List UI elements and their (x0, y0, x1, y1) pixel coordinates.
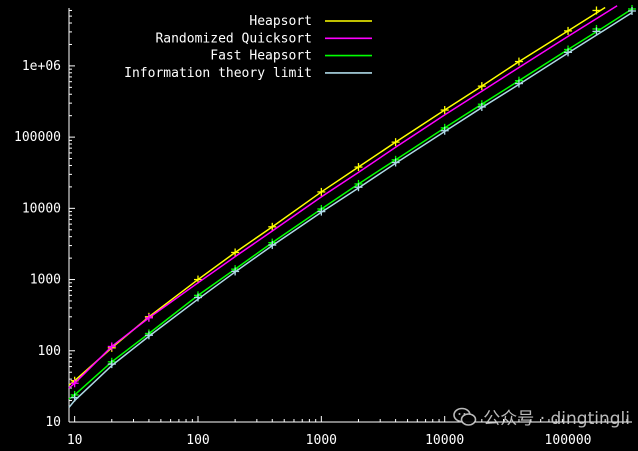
data-point (354, 163, 363, 172)
x-tick-label: 100000 (545, 433, 592, 448)
data-point (440, 126, 449, 135)
data-point (70, 393, 79, 402)
series-line (68, 11, 633, 408)
data-point (440, 106, 449, 115)
y-tick-label: 10 (45, 415, 61, 430)
y-tick-label: 100 (38, 344, 61, 359)
data-point (477, 102, 486, 111)
data-point (354, 183, 363, 192)
legend-label: Randomized Quicksort (155, 31, 312, 46)
data-point (193, 293, 202, 302)
wechat-icon (453, 407, 477, 426)
data-point (592, 27, 601, 36)
data-point (564, 26, 573, 35)
watermark-text: 公众号 · dingtingli (483, 409, 630, 429)
y-tick-label: 1000 (30, 273, 61, 288)
x-tick-label: 10000 (425, 433, 464, 448)
data-point (391, 158, 400, 167)
data-point (477, 82, 486, 91)
series-2 (68, 5, 618, 389)
data-point (231, 267, 240, 276)
series-layer (68, 4, 636, 408)
data-point (514, 57, 523, 66)
y-tick-label: 1e+06 (22, 59, 61, 74)
data-point (514, 79, 523, 88)
legend-label: Heapsort (249, 14, 312, 29)
series-line (68, 5, 618, 389)
data-point (107, 342, 116, 351)
data-point (268, 241, 277, 250)
data-point (144, 331, 153, 340)
data-point (107, 360, 116, 369)
axes: 10 100 1000 10000 100000 1e+06 10 100 1000 10000 1… (14, 8, 632, 448)
legend-label: Information theory limit (124, 66, 312, 81)
legend-label: Fast Heapsort (210, 49, 312, 64)
series-4 (68, 6, 636, 408)
y-tick-label: 100000 (14, 130, 61, 145)
x-tick-label: 10 (67, 433, 83, 448)
series-line (68, 8, 633, 400)
data-point (231, 248, 240, 257)
data-point (391, 138, 400, 147)
data-point (70, 379, 79, 388)
x-tick-label: 100 (186, 433, 209, 448)
legend: Heapsort Randomized Quicksort Fast Heapsor… (124, 14, 372, 81)
watermark: 公众号 · dingtingli (453, 404, 630, 429)
data-point (564, 48, 573, 57)
x-tick-label: 1000 (306, 433, 337, 448)
data-point (268, 222, 277, 231)
data-point (317, 187, 326, 196)
data-point (144, 313, 153, 322)
data-point (317, 207, 326, 216)
data-point (628, 6, 636, 15)
data-point (592, 6, 601, 15)
y-tick-label: 10000 (22, 201, 61, 216)
